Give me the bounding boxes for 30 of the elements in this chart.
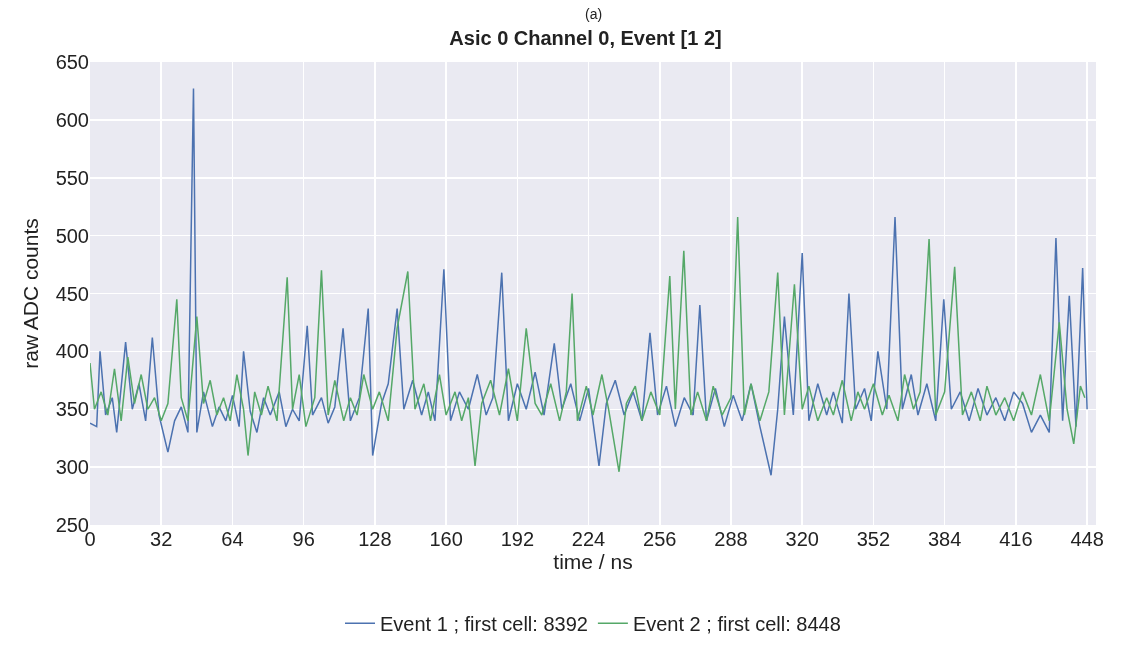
y-tick-label: 350 bbox=[55, 398, 89, 421]
x-tick-label: 96 bbox=[292, 528, 315, 550]
x-tick-label: 32 bbox=[150, 528, 173, 550]
x-tick-label: 448 bbox=[1070, 528, 1104, 550]
line-series bbox=[90, 216, 1086, 473]
line-series bbox=[90, 87, 1088, 476]
x-tick-label: 384 bbox=[927, 528, 962, 550]
legend-label: Event 2 ; first cell: 8448 bbox=[632, 613, 841, 636]
chart-title: Asic 0 Channel 0, Event [1 2] bbox=[449, 26, 722, 49]
y-tick-label: 400 bbox=[55, 340, 89, 363]
y-tick-label: 300 bbox=[55, 456, 89, 479]
x-tick-label: 352 bbox=[856, 528, 891, 550]
legend-label: Event 1 ; first cell: 8392 bbox=[380, 613, 588, 636]
y-tick-label: 450 bbox=[55, 282, 89, 305]
y-tick-label: 550 bbox=[55, 166, 89, 189]
x-tick-label: 128 bbox=[358, 528, 392, 550]
x-tick-label: 320 bbox=[785, 528, 819, 550]
y-tick-label: 500 bbox=[55, 224, 89, 247]
x-tick-label: 192 bbox=[500, 528, 535, 550]
x-tick-label: 416 bbox=[999, 528, 1033, 550]
x-tick-label: 160 bbox=[429, 528, 463, 550]
x-tick-label: 256 bbox=[643, 528, 677, 550]
text: (a) bbox=[585, 6, 603, 22]
x-tick-label: 64 bbox=[221, 528, 244, 550]
y-tick-label: 650 bbox=[55, 51, 89, 73]
x-tick-label: 288 bbox=[714, 528, 748, 550]
y-tick-label: 600 bbox=[55, 108, 89, 131]
x-axis-title: time / ns bbox=[553, 550, 633, 573]
y-axis-title: raw ADC counts bbox=[19, 218, 42, 369]
x-tick-label: 224 bbox=[571, 528, 606, 550]
